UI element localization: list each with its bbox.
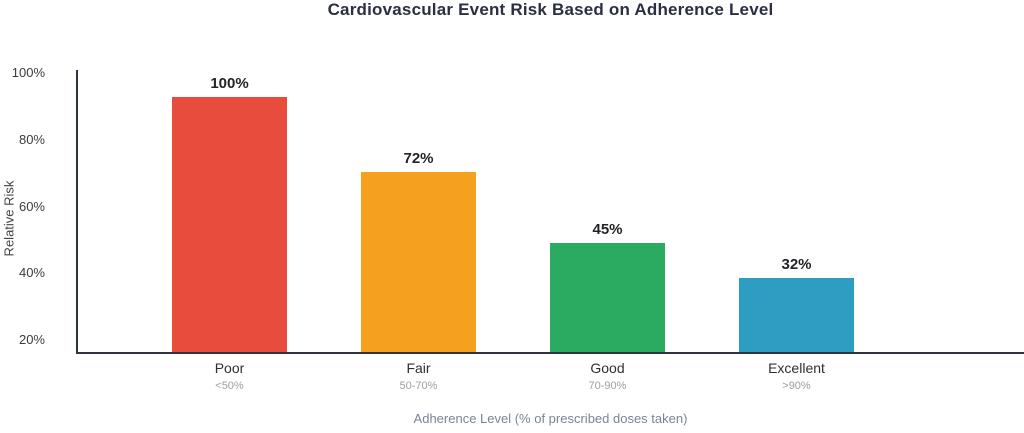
bar-poor [172,97,287,352]
category-sublabel-poor: <50% [215,380,244,392]
category-label-fair: Fair [406,360,431,376]
category-label-excellent: Excellent [768,360,825,376]
y-axis-line [76,70,78,353]
category-sublabel-excellent: >90% [782,380,811,392]
category-label-poor: Poor [214,360,245,376]
value-label-fair: 72% [403,150,434,167]
x-axis-title: Adherence Level (% of prescribed doses t… [413,411,688,426]
chart-title: Cardiovascular Event Risk Based on Adher… [327,0,774,19]
category-sublabel-good: 70-90% [588,380,627,392]
bar-fair [361,172,476,352]
bar-good [550,243,665,352]
bar-excellent [739,278,854,352]
y-axis-title: Relative Risk [1,180,17,257]
value-label-poor: 100% [210,75,249,92]
value-label-excellent: 32% [781,256,812,273]
value-label-good: 45% [592,221,623,238]
y-tick-label: 40% [18,265,45,281]
y-tick-label: 20% [18,332,45,347]
y-tick-label: 60% [18,198,45,214]
category-sublabel-fair: 50-70% [399,380,438,392]
x-axis-line [76,352,1024,354]
y-tick-label: 80% [18,131,45,147]
category-label-good: Good [590,360,625,376]
y-tick-label: 100% [11,65,45,80]
